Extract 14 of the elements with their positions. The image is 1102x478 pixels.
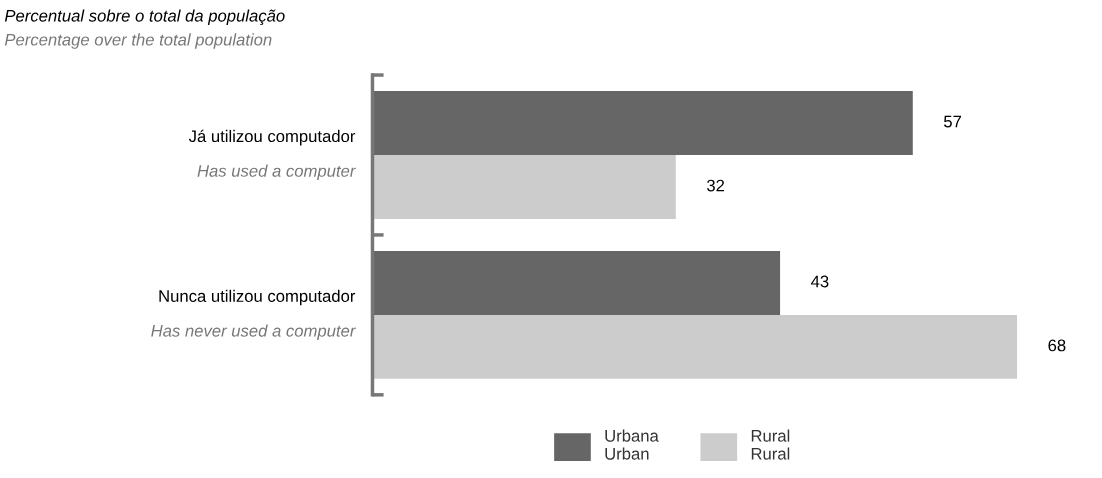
data-label: 43: [811, 275, 829, 288]
legend-label: Rural Rural: [751, 429, 790, 460]
bar: [372, 91, 913, 155]
data-label: 32: [706, 179, 725, 192]
legend-label: Urbana Urban: [605, 429, 659, 460]
bar: [372, 154, 676, 219]
data-label: 57: [944, 115, 962, 128]
y-tick-label: Nunca utilizou computador Has never used a computer: [151, 289, 356, 341]
bar: [372, 250, 781, 315]
y-tick-label: Já utilizou computador Has used a computer: [188, 129, 356, 181]
bar: [372, 314, 1018, 379]
text: Percentual sobre o total da população: [4, 9, 285, 25]
text: Percentage over the total population: [4, 33, 272, 49]
data-label: 68: [1048, 339, 1066, 352]
